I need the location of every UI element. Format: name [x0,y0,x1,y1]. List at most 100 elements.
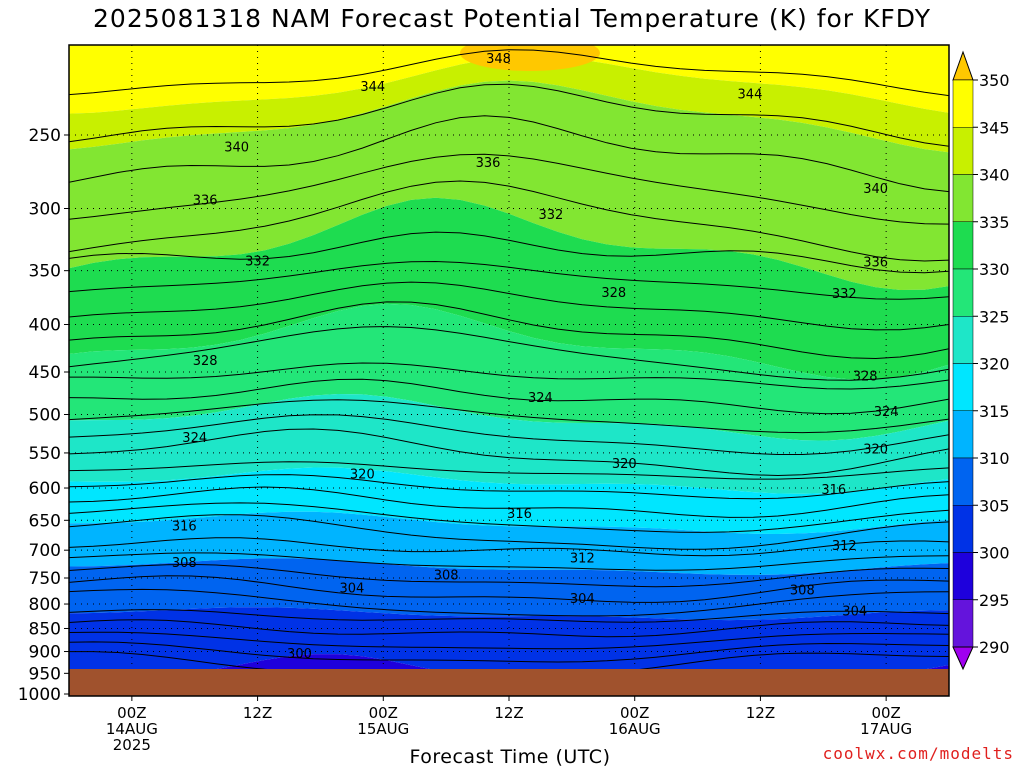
y-tick-label: 250 [29,126,61,146]
contour-line [69,502,949,533]
credit-text[interactable]: coolwx.com/modelts [822,744,1014,763]
contour-line [69,83,949,147]
contour-label: 344 [360,80,385,95]
colorbar-label: 300 [979,544,1010,563]
contour-line [69,281,949,331]
ground-band [69,669,949,696]
shaded-band [69,394,949,494]
y-tick-label: 550 [29,444,61,464]
ground-surface-band [69,669,949,696]
contour-label: 320 [612,457,637,472]
contour-label: 348 [486,52,511,67]
colorbar-label: 320 [979,355,1010,374]
contour-line [69,588,949,617]
y-tick-label: 700 [29,541,61,561]
contour-line [69,301,949,360]
colorbar-segment [952,457,974,506]
contour-line [69,514,949,550]
contour-label: 308 [790,584,815,599]
y-tick-label: 500 [29,405,61,425]
y-tick-label: 850 [29,619,61,639]
colorbar-segment [952,410,974,459]
colorbar-segment [952,599,974,648]
contour-line [69,641,949,663]
x-tick-label: 15AUG [357,720,409,738]
y-tick-label: 1000 [18,685,61,705]
pressure-axis: 250 300 350 400 450 500 550 600 650 700 750 800 850 9… [18,126,69,705]
colorbar-label: 315 [979,402,1010,421]
contour-label: 336 [863,256,888,271]
y-tick-label: 950 [29,664,61,684]
contour-line [69,563,949,588]
colorbar-segment [952,79,974,128]
contour-line [69,153,949,225]
colorbar-segment [952,316,974,364]
contour-label: 336 [476,156,501,171]
contour-label: 344 [738,87,763,102]
x-tick-label: 00Z [117,704,146,722]
contour-line [69,378,949,415]
x-tick-label: 00Z [620,704,649,722]
colorbar-label: 310 [979,449,1010,468]
colorbar-label: 325 [979,307,1010,326]
x-tick-label: 00Z [369,704,398,722]
contour-label: 332 [245,254,270,269]
contour-label: 328 [601,286,626,301]
contour-line [69,651,949,669]
contour-label: 312 [570,552,595,567]
x-tick-label: 12Z [746,704,775,722]
chart-title: 2025081318 NAM Forecast Potential Temper… [93,4,931,33]
colorbar-cap-bottom [952,646,974,671]
colorbar-segment [952,174,974,222]
contour-label: 308 [434,568,459,583]
colorbar-label: 340 [979,166,1010,185]
colorbar-segment [952,363,974,411]
colorbar-segment [952,221,974,270]
shaded-band [69,558,949,621]
contour-label: 340 [863,182,888,197]
contour-labels: 348 344 344 340 340 336 336 336 332 332 332 328 328 3… [172,52,899,662]
shaded-band [69,197,949,380]
x-tick-label: 14AUG [106,720,158,738]
x-axis-label: Forecast Time (UTC) [409,746,611,768]
contour-label: 316 [172,519,197,534]
colorbar-label: 330 [979,260,1010,279]
x-tick-label: 2025 [113,736,151,754]
contour-label: 332 [832,287,857,302]
colorbar-label: 350 [979,71,1010,90]
colorbar-label: 335 [979,213,1010,232]
y-tick-label: 450 [29,363,61,383]
contour-label: 324 [182,431,207,446]
colorbar-segment [952,552,974,600]
contour-label: 316 [507,507,532,522]
dotted-grid [69,45,949,696]
colorbar-segment [952,268,974,317]
colorbar-label: 295 [979,591,1010,610]
colorbar-label: 345 [979,118,1010,137]
contour-label: 304 [570,592,595,607]
contour-line [69,49,949,97]
colorbar: 350 345 340 335 330 325 320 315 310 305 300 295 290 [952,50,1010,671]
contour-label: 316 [821,483,846,498]
y-tick-label: 750 [29,569,61,589]
contour-label: 324 [528,391,553,406]
contour-label: 300 [287,647,312,662]
y-tick-label: 800 [29,595,61,615]
contour-label: 328 [853,369,878,384]
contour-line [69,326,949,381]
contour-line [69,474,949,500]
contour-label: 328 [193,354,218,369]
contour-label: 308 [172,556,197,571]
x-tick-label: 16AUG [609,720,661,738]
colorbar-label: 305 [979,496,1010,515]
shaded-band [69,45,949,114]
shaded-band [69,80,949,290]
colorbar-cap-top [952,50,974,81]
contour-label: 324 [874,405,899,420]
shaded-band [69,607,949,669]
contour-label: 336 [193,193,218,208]
x-tick-label: 12Z [494,704,523,722]
contour-line [69,486,949,518]
contour-line [69,631,949,650]
